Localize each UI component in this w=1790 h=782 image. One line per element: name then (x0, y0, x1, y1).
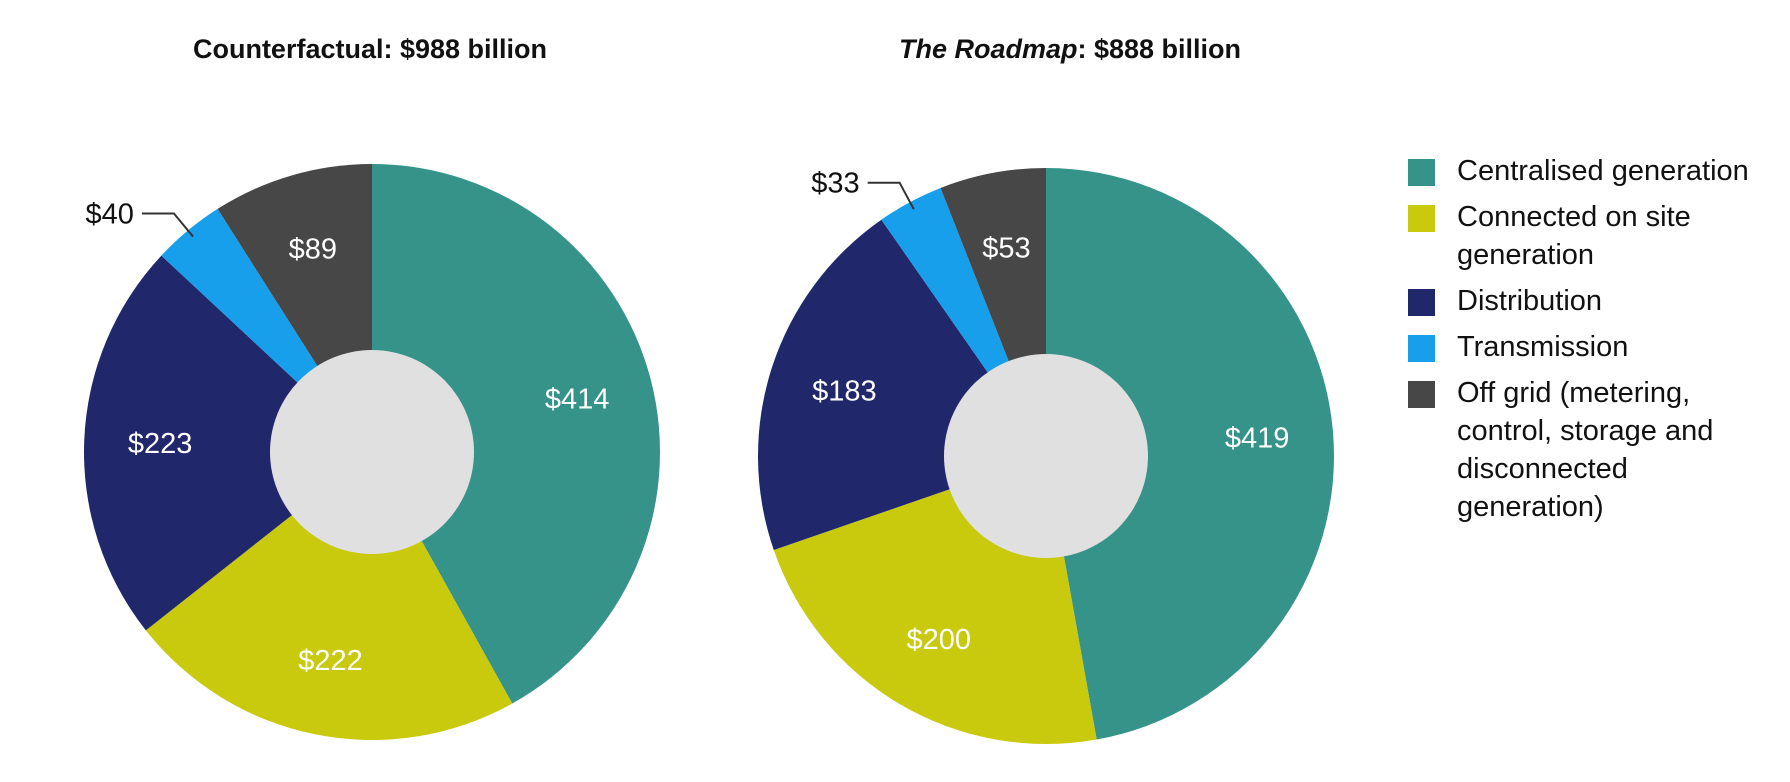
data-label: $223 (128, 428, 193, 460)
pie-slice (145, 452, 513, 741)
legend: Centralised generation Connected on site… (1408, 152, 1788, 534)
donut-chart-0: $414 $222 $223 $40 $89 (84, 163, 661, 741)
leader-line (141, 212, 194, 238)
data-label: $89 (289, 233, 337, 265)
pie-slice (372, 163, 661, 704)
data-label: $222 (298, 645, 363, 677)
data-label: $200 (906, 624, 971, 656)
data-label: $419 (1225, 422, 1290, 454)
legend-label: Distribution (1457, 285, 1603, 317)
data-label: $53 (982, 233, 1030, 265)
legend-label: Connected on site generation (1457, 201, 1691, 271)
legend-item-off-grid: Off grid (metering, control, storage and… (1408, 374, 1788, 526)
chart-title-roadmap: The Roadmap: $888 billion (860, 34, 1280, 65)
legend-item-distribution: Distribution (1408, 282, 1788, 320)
legend-swatch (1408, 289, 1435, 316)
data-label: $414 (545, 384, 610, 416)
data-label: $40 (86, 199, 134, 231)
pie-slice (84, 255, 372, 631)
chart-title-text: : $888 billion (1077, 34, 1242, 64)
legend-label: Transmission (1457, 331, 1629, 363)
donut-hole (944, 354, 1148, 558)
pie-slice (1046, 168, 1335, 740)
chart-title-text: Counterfactual: $988 billion (192, 34, 548, 64)
legend-label: Off grid (metering, control, storage and… (1457, 377, 1714, 523)
legend-swatch (1408, 205, 1435, 232)
chart-title-counterfactual: Counterfactual: $988 billion (170, 34, 570, 65)
legend-label: Centralised generation (1457, 155, 1749, 187)
chart-title-italic: The Roadmap (898, 34, 1078, 64)
legend-swatch (1408, 335, 1435, 362)
legend-item-transmission: Transmission (1408, 328, 1788, 366)
legend-swatch (1408, 159, 1435, 186)
legend-item-connected: Connected on site generation (1408, 198, 1788, 274)
data-label: $183 (812, 375, 877, 407)
legend-swatch (1408, 381, 1435, 408)
donut-hole (270, 350, 474, 554)
data-label: $33 (811, 168, 859, 200)
leader-line (867, 181, 915, 210)
donut-chart-1: $419 $200 $183 $33 $53 (757, 168, 1335, 744)
legend-item-centralised: Centralised generation (1408, 152, 1788, 190)
